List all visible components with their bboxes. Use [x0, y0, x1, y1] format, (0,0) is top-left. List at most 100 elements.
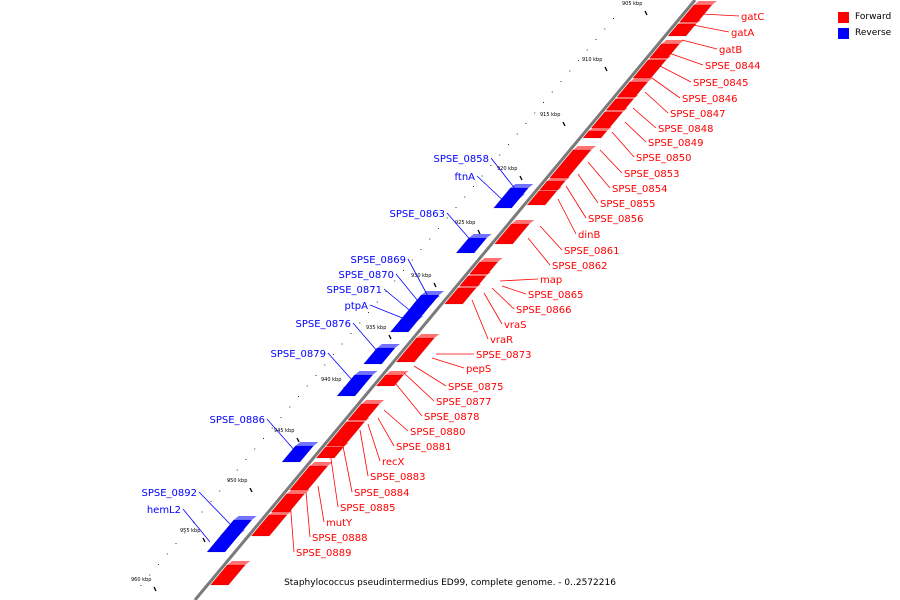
gene-label-forward: SPSE_0848: [658, 124, 714, 135]
gene-label-reverse: SPSE_0858: [434, 154, 490, 165]
leader-line: [624, 121, 647, 143]
gene-label-reverse: hemL2: [147, 505, 181, 516]
tick-mark: [519, 175, 523, 181]
minor-tick: [263, 438, 264, 439]
forward-gene: [591, 108, 628, 129]
reverse-gene: [336, 371, 378, 397]
gene-label-reverse: SPSE_0869: [351, 255, 407, 266]
tick-label: 910 kbp: [582, 57, 602, 63]
minor-tick: [481, 175, 483, 177]
gene-label-forward: SPSE_0865: [528, 290, 584, 301]
minor-tick: [315, 375, 317, 376]
minor-tick: [341, 343, 343, 345]
leader-line: [632, 107, 657, 129]
tick-label: 960 kbp: [131, 577, 151, 583]
tick-layer: 905 kbp 910 kbp 915 kbp 920 kbp 925 kbp 930 k…: [131, 1, 648, 592]
minor-tick: [254, 448, 256, 450]
leader-line: [565, 185, 587, 219]
tick-mark: [562, 121, 566, 127]
minor-tick: [446, 217, 448, 219]
minor-tick: [403, 270, 404, 271]
forward-gene: [210, 561, 251, 586]
minor-tick: [140, 585, 142, 586]
gene-label-forward: SPSE_0888: [312, 533, 368, 544]
leader-line: [557, 198, 577, 235]
minor-tick: [219, 490, 221, 492]
tick-label: 940 kbp: [321, 377, 341, 383]
gene-label-reverse: SPSE_0863: [390, 209, 446, 220]
minor-tick: [586, 49, 588, 51]
legend-label-forward: Forward: [855, 12, 892, 22]
tick-mark: [477, 229, 481, 235]
minor-tick: [429, 238, 431, 240]
gene-label-forward: SPSE_0853: [624, 169, 680, 180]
leader-line: [659, 65, 692, 83]
legend-item-reverse: Reverse: [838, 25, 891, 41]
minor-tick: [508, 144, 509, 145]
minor-tick: [376, 301, 378, 303]
tick-mark: [388, 334, 392, 340]
gene-label-forward: dinB: [578, 230, 600, 241]
minor-tick: [324, 364, 326, 366]
forward-gene: [326, 418, 370, 447]
forward-gene: [251, 511, 292, 537]
tick-mark: [249, 487, 253, 493]
minor-tick: [438, 228, 439, 229]
leader-line: [644, 91, 669, 114]
minor-tick: [499, 154, 501, 156]
leader-line: [329, 451, 339, 508]
gene-label-forward: vraS: [504, 320, 527, 331]
tick-label: 905 kbp: [622, 1, 642, 7]
leader-line: [692, 24, 730, 33]
gene-label-forward: SPSE_0849: [648, 138, 704, 149]
minor-tick: [193, 522, 194, 523]
minor-tick: [385, 291, 387, 292]
gene-label-forward: SPSE_0844: [705, 61, 761, 72]
leader-line: [483, 292, 503, 325]
leader-line-layer: [182, 13, 740, 553]
gene-label-forward: mutY: [326, 518, 353, 529]
tick-label: 930 kbp: [411, 273, 431, 279]
forward-gene: [549, 146, 596, 179]
gene-label-forward: map: [540, 275, 562, 286]
forward-gene: [376, 371, 409, 387]
gene-label-forward: pepS: [466, 364, 491, 375]
leader-line: [352, 322, 379, 353]
leader-line: [577, 173, 599, 204]
reverse-gene: [400, 296, 440, 321]
minor-tick: [175, 543, 177, 544]
reverse-swatch: [838, 27, 849, 39]
legend-item-forward: Forward: [838, 9, 891, 25]
minor-tick: [613, 18, 614, 19]
gene-label-forward: SPSE_0854: [612, 184, 668, 195]
leader-line: [317, 485, 325, 523]
label-layer: gatC gatA gatB SPSE_0844 SPSE_0845 SPSE_0846 S…: [142, 12, 765, 559]
legend-label-reverse: Reverse: [855, 28, 892, 38]
leader-line: [305, 491, 311, 538]
leader-line: [501, 285, 527, 295]
leader-line: [499, 278, 539, 282]
leader-line: [527, 237, 551, 266]
reverse-gene: [206, 530, 245, 553]
minor-tick: [490, 165, 492, 166]
gene-label-forward: SPSE_0846: [682, 94, 738, 105]
tick-mark: [644, 10, 648, 16]
tick-label: 935 kbp: [366, 325, 386, 331]
minor-tick: [525, 123, 527, 124]
leader-line: [611, 131, 635, 158]
genome-backbone: [193, 0, 697, 600]
leader-line: [383, 409, 409, 432]
minor-tick: [569, 70, 571, 72]
leader-line: [377, 417, 395, 447]
tick-mark: [604, 66, 608, 72]
tick-label: 955 kbp: [180, 528, 200, 534]
gene-label-reverse: SPSE_0870: [339, 270, 395, 281]
gene-label-forward: SPSE_0847: [670, 109, 726, 120]
minor-tick: [298, 396, 299, 397]
minor-tick: [350, 333, 352, 334]
leader-line: [403, 372, 435, 402]
minor-tick: [534, 112, 536, 114]
gene-label-reverse: SPSE_0879: [271, 349, 327, 360]
gene-label-forward: SPSE_0878: [424, 412, 480, 423]
